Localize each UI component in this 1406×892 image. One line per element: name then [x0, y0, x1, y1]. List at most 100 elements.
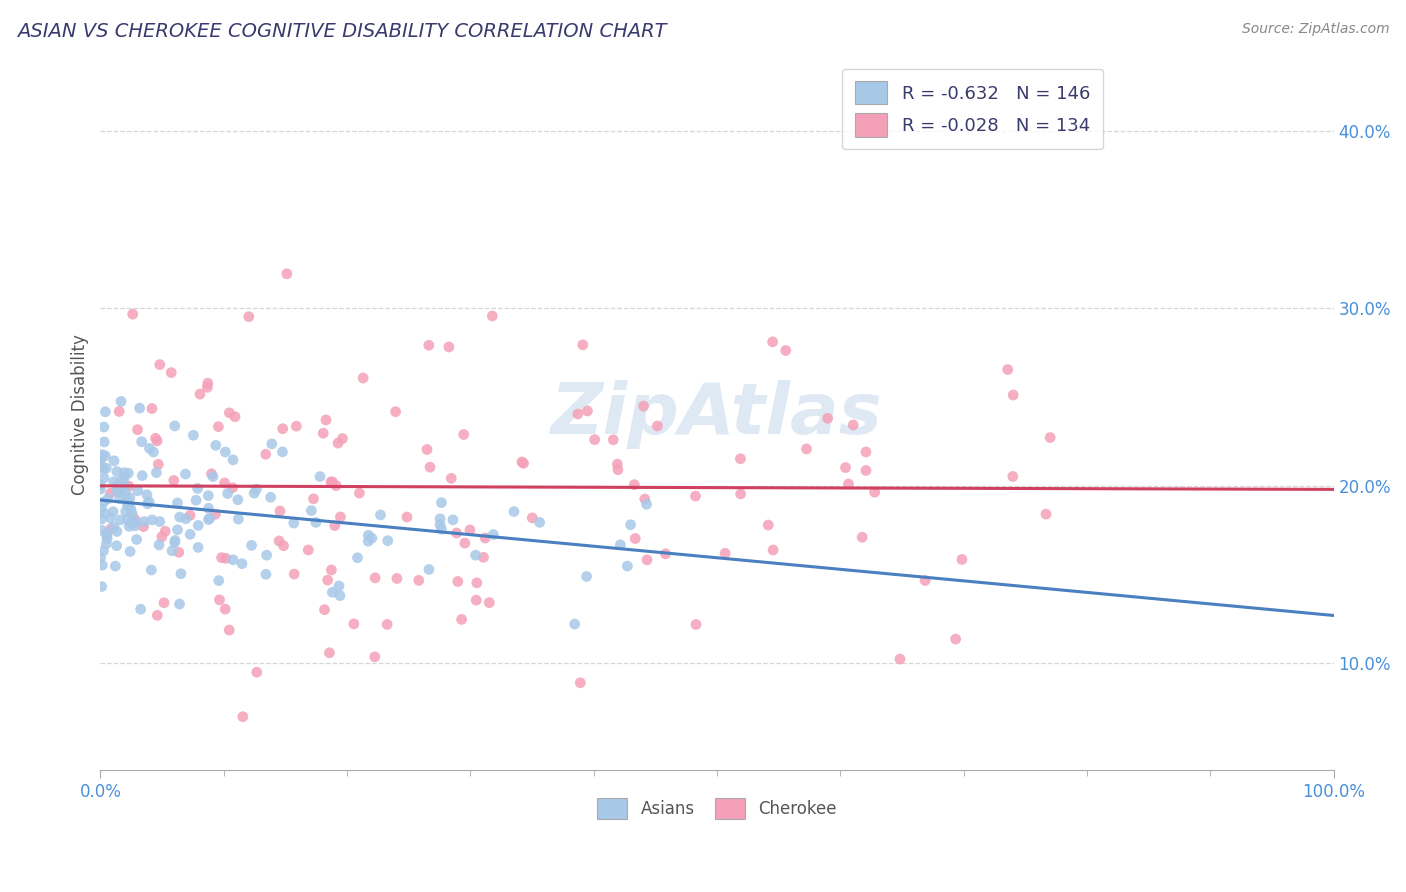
Point — [271, 445, 294, 459]
Point — [105, 479, 128, 493]
Point — [146, 434, 169, 448]
Point — [110, 485, 132, 500]
Point — [395, 510, 418, 524]
Point — [96, 537, 118, 551]
Point — [96, 527, 118, 541]
Point — [187, 482, 209, 496]
Point — [131, 434, 153, 449]
Point — [204, 438, 226, 452]
Point — [228, 512, 250, 526]
Point — [240, 538, 263, 552]
Point — [103, 475, 125, 489]
Point — [200, 467, 222, 481]
Point — [285, 419, 308, 434]
Point — [174, 512, 197, 526]
Point — [118, 498, 141, 512]
Point — [117, 466, 139, 480]
Point — [118, 479, 141, 493]
Point — [1035, 507, 1057, 521]
Point — [321, 585, 343, 599]
Point — [384, 405, 406, 419]
Point — [647, 418, 669, 433]
Point — [97, 491, 120, 506]
Point — [842, 417, 865, 432]
Point — [464, 548, 486, 562]
Point — [319, 475, 342, 489]
Point — [299, 503, 322, 517]
Point — [145, 431, 167, 445]
Point — [120, 516, 142, 530]
Point — [283, 516, 305, 530]
Point — [96, 532, 118, 546]
Point — [855, 463, 877, 477]
Point — [602, 433, 624, 447]
Point — [254, 447, 277, 461]
Point — [98, 511, 121, 525]
Point — [114, 504, 136, 518]
Point — [685, 489, 707, 503]
Point — [837, 477, 859, 491]
Point — [160, 366, 183, 380]
Point — [855, 445, 877, 459]
Point — [364, 649, 387, 664]
Point — [305, 516, 328, 530]
Point — [1039, 431, 1062, 445]
Point — [121, 507, 143, 521]
Point — [179, 508, 201, 523]
Point — [231, 557, 253, 571]
Point — [636, 553, 658, 567]
Point — [429, 517, 451, 532]
Point — [120, 544, 142, 558]
Point — [108, 491, 131, 506]
Point — [89, 478, 111, 492]
Point — [437, 340, 460, 354]
Point — [606, 457, 628, 471]
Point — [141, 513, 163, 527]
Point — [160, 543, 183, 558]
Point — [315, 413, 337, 427]
Point — [226, 492, 249, 507]
Point — [90, 512, 112, 526]
Point — [197, 501, 219, 516]
Point — [377, 533, 399, 548]
Point — [609, 538, 631, 552]
Point — [564, 617, 586, 632]
Point — [90, 580, 112, 594]
Point — [153, 596, 176, 610]
Point — [118, 491, 141, 505]
Point — [124, 512, 146, 526]
Point — [450, 612, 472, 626]
Point — [481, 309, 503, 323]
Text: ZipAtlas: ZipAtlas — [551, 380, 883, 450]
Point — [796, 442, 818, 456]
Point — [349, 486, 371, 500]
Point — [128, 401, 150, 416]
Point — [576, 404, 599, 418]
Point — [202, 469, 225, 483]
Point — [169, 510, 191, 524]
Point — [110, 394, 132, 409]
Point — [222, 453, 245, 467]
Point — [914, 574, 936, 588]
Point — [96, 529, 118, 543]
Text: ASIAN VS CHEROKEE COGNITIVE DISABILITY CORRELATION CHART: ASIAN VS CHEROKEE COGNITIVE DISABILITY C… — [17, 22, 666, 41]
Point — [197, 376, 219, 391]
Point — [112, 466, 135, 480]
Point — [889, 652, 911, 666]
Point — [997, 362, 1019, 376]
Point — [118, 519, 141, 533]
Point — [454, 536, 477, 550]
Point — [103, 520, 125, 534]
Point — [101, 505, 124, 519]
Point — [945, 632, 967, 646]
Point — [276, 267, 298, 281]
Point — [575, 569, 598, 583]
Point — [129, 602, 152, 616]
Y-axis label: Cognitive Disability: Cognitive Disability — [72, 334, 89, 495]
Point — [472, 550, 495, 565]
Point — [329, 510, 352, 524]
Point — [851, 530, 873, 544]
Point — [91, 524, 114, 538]
Point — [183, 428, 205, 442]
Point — [108, 404, 131, 418]
